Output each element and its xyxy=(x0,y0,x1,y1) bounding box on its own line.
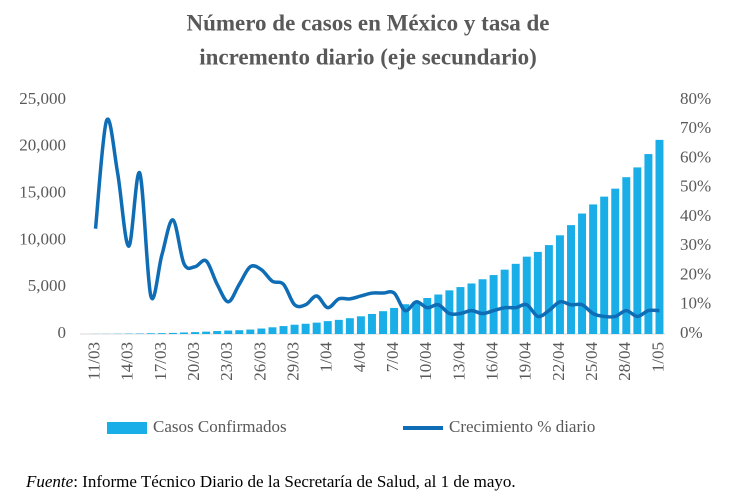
y-tick-label: 10,000 xyxy=(19,229,66,248)
footer-label: Fuente xyxy=(25,472,74,491)
bar xyxy=(456,287,465,334)
bar xyxy=(367,313,376,334)
bar xyxy=(157,333,166,334)
bar xyxy=(224,330,233,334)
y2-tick-label: 30% xyxy=(680,235,711,254)
legend-label: Crecimiento % diario xyxy=(449,417,595,436)
bar xyxy=(555,235,564,334)
footer-text: : Informe Técnico Diario de la Secretarí… xyxy=(73,472,515,491)
legend-swatch xyxy=(107,422,147,434)
x-tick-label: 1/04 xyxy=(317,342,336,373)
x-tick-label: 14/03 xyxy=(118,342,137,381)
x-tick-label: 13/04 xyxy=(449,342,468,381)
bar xyxy=(312,322,321,334)
bar xyxy=(379,311,388,334)
bar xyxy=(180,332,188,334)
x-tick-label: 11/03 xyxy=(84,342,103,380)
bar xyxy=(213,331,222,334)
x-tick-label: 10/04 xyxy=(416,342,435,381)
y2-tick-label: 50% xyxy=(680,177,711,196)
y2-tick-label: 0% xyxy=(680,323,703,342)
bar xyxy=(202,331,211,334)
bar xyxy=(533,251,542,334)
bar xyxy=(412,301,421,334)
bar xyxy=(500,269,509,334)
bar xyxy=(655,139,664,334)
bar xyxy=(323,321,332,334)
bar xyxy=(423,298,432,334)
x-tick-label: 16/04 xyxy=(483,342,502,381)
bar xyxy=(600,196,609,334)
bar xyxy=(191,332,200,334)
bar xyxy=(301,323,310,334)
x-tick-label: 19/04 xyxy=(516,342,535,381)
x-tick-label: 20/03 xyxy=(184,342,203,381)
y-tick-label: 20,000 xyxy=(19,136,66,155)
bar xyxy=(334,319,343,334)
chart-title: incremento diario (eje secundario) xyxy=(199,44,536,69)
bar xyxy=(489,275,498,334)
x-tick-label: 25/04 xyxy=(582,342,601,381)
bar xyxy=(401,304,410,334)
y2-tick-label: 20% xyxy=(680,264,711,283)
x-tick-label: 23/03 xyxy=(217,342,236,381)
bar xyxy=(544,245,553,334)
bar xyxy=(246,329,255,334)
bar xyxy=(522,256,531,334)
bar xyxy=(345,318,354,334)
y-tick-label: 0 xyxy=(58,323,67,342)
bar xyxy=(146,333,155,334)
x-tick-label: 1/05 xyxy=(648,342,667,372)
y-tick-label: 5,000 xyxy=(28,276,66,295)
x-tick-label: 26/03 xyxy=(250,342,269,381)
y2-tick-label: 10% xyxy=(680,294,711,313)
y2-tick-label: 40% xyxy=(680,206,711,225)
x-tick-label: 7/04 xyxy=(383,342,402,373)
y2-tick-label: 80% xyxy=(680,89,711,108)
bar xyxy=(589,204,598,334)
chart-title: Número de casos en México y tasa de xyxy=(186,10,549,35)
bar xyxy=(622,177,631,334)
bar xyxy=(478,279,487,334)
bar xyxy=(279,326,288,334)
bar xyxy=(268,327,277,334)
bar xyxy=(235,330,244,334)
bar xyxy=(567,225,575,334)
line xyxy=(93,117,660,319)
bar xyxy=(168,332,177,334)
bar xyxy=(257,328,266,334)
bar xyxy=(633,167,642,334)
bar xyxy=(467,283,476,334)
bar xyxy=(511,263,520,334)
bar xyxy=(434,294,443,334)
x-tick-label: 22/04 xyxy=(549,342,568,381)
y-tick-label: 25,000 xyxy=(19,89,66,108)
bar xyxy=(390,307,399,334)
bar xyxy=(356,316,365,334)
y2-tick-label: 60% xyxy=(680,147,711,166)
bar xyxy=(611,188,620,334)
footer: Fuente: Informe Técnico Diario de la Sec… xyxy=(25,472,516,491)
y2-tick-label: 70% xyxy=(680,118,711,137)
x-tick-label: 28/04 xyxy=(615,342,634,381)
x-tick-label: 17/03 xyxy=(151,342,170,381)
legend-label: Casos Confirmados xyxy=(153,417,287,436)
bar xyxy=(644,154,653,334)
bar xyxy=(290,324,299,334)
bar xyxy=(578,213,587,334)
y-tick-label: 15,000 xyxy=(19,183,66,202)
x-tick-label: 29/03 xyxy=(283,342,302,381)
x-tick-label: 4/04 xyxy=(350,342,369,373)
